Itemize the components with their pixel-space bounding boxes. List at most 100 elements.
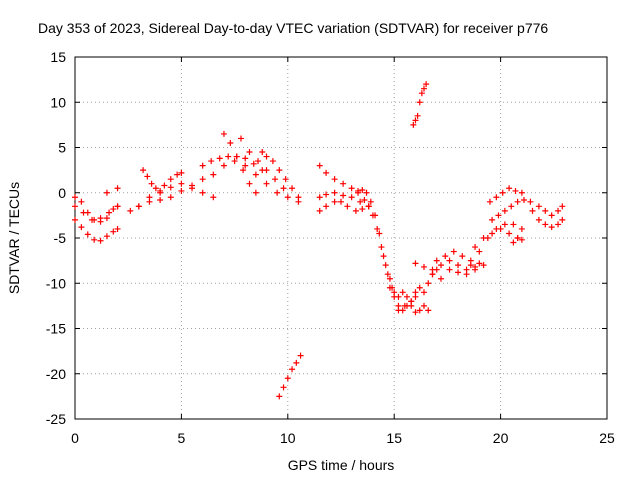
data-point — [284, 375, 291, 382]
data-point — [559, 203, 566, 210]
data-point — [220, 162, 227, 169]
data-point — [386, 284, 393, 291]
data-point — [167, 184, 174, 191]
data-point — [376, 230, 383, 237]
data-point — [91, 236, 98, 243]
data-point — [157, 187, 164, 194]
data-point — [501, 207, 508, 214]
data-point — [227, 139, 234, 146]
data-point — [359, 187, 366, 194]
data-point — [252, 171, 259, 178]
series-arc-12 — [316, 162, 362, 196]
x-tick-label: 10 — [280, 430, 296, 446]
y-tick-label: -10 — [46, 275, 66, 291]
data-point — [501, 221, 508, 228]
data-point — [418, 90, 425, 97]
series-arc-06 — [140, 167, 185, 194]
data-point — [289, 366, 296, 373]
data-point — [348, 185, 355, 192]
data-point — [84, 231, 91, 238]
data-point — [252, 189, 259, 196]
data-point — [555, 207, 562, 214]
series-arc-25 — [467, 221, 525, 269]
data-point — [348, 194, 355, 201]
data-point — [476, 248, 483, 255]
data-point — [282, 176, 289, 183]
data-point — [274, 189, 281, 196]
data-point — [355, 187, 362, 194]
data-point — [316, 194, 323, 201]
data-point — [463, 271, 470, 278]
data-point — [527, 198, 534, 205]
series-arc-15 — [355, 187, 396, 291]
data-point — [382, 262, 389, 269]
data-point — [338, 198, 344, 205]
data-point — [412, 117, 419, 124]
series-arc-08 — [220, 130, 259, 196]
data-point — [208, 158, 215, 165]
data-point — [199, 162, 206, 169]
data-point — [250, 160, 257, 167]
series-arc-16 — [361, 196, 402, 300]
data-point — [416, 99, 423, 106]
data-point — [495, 212, 502, 219]
data-point — [455, 262, 462, 269]
data-point — [323, 191, 330, 198]
data-point — [429, 271, 436, 278]
data-point — [476, 260, 483, 267]
data-point — [103, 233, 110, 240]
data-point — [403, 293, 410, 300]
data-point — [293, 359, 300, 366]
data-point — [231, 158, 238, 165]
data-point — [152, 185, 159, 192]
data-point — [506, 230, 513, 237]
data-point — [423, 81, 430, 88]
data-point — [295, 194, 302, 201]
y-tick-label: 15 — [50, 49, 66, 65]
data-point — [420, 263, 427, 270]
x-tick-label: 0 — [71, 430, 79, 446]
data-point — [518, 189, 525, 196]
series-arc-04 — [127, 158, 302, 214]
data-point — [508, 203, 515, 210]
data-point — [161, 182, 168, 189]
data-point — [237, 135, 244, 142]
data-point — [518, 236, 525, 243]
data-point — [344, 203, 351, 210]
x-axis-label: GPS time / hours — [288, 457, 395, 473]
data-point — [276, 393, 283, 400]
data-point — [408, 298, 415, 305]
data-point — [414, 112, 421, 119]
data-point — [178, 187, 185, 194]
data-point — [521, 196, 528, 203]
series-arc-07 — [199, 153, 266, 174]
data-point — [480, 262, 487, 269]
y-axis-label: SDTVAR / TECUs — [6, 182, 22, 294]
data-point — [420, 302, 427, 309]
data-point — [72, 194, 78, 201]
data-point — [72, 216, 78, 223]
data-point — [114, 225, 121, 232]
data-point — [416, 284, 423, 291]
data-point — [438, 275, 445, 282]
data-point — [157, 196, 164, 203]
data-point — [391, 293, 398, 300]
data-point — [178, 169, 185, 176]
data-point — [323, 169, 330, 176]
data-point — [259, 149, 266, 156]
series-arc-24 — [429, 262, 487, 282]
data-point — [529, 207, 536, 214]
data-point — [542, 221, 549, 228]
y-tick-label: -5 — [54, 230, 67, 246]
data-point — [276, 167, 283, 174]
series-arc-11 — [276, 352, 304, 400]
series-arc-03 — [72, 216, 121, 244]
data-point — [361, 196, 368, 203]
data-point — [510, 221, 517, 228]
data-point — [140, 167, 147, 174]
data-point — [514, 235, 521, 241]
data-point — [395, 307, 402, 314]
data-point — [233, 153, 240, 160]
data-point — [135, 203, 142, 210]
data-point — [72, 203, 78, 210]
